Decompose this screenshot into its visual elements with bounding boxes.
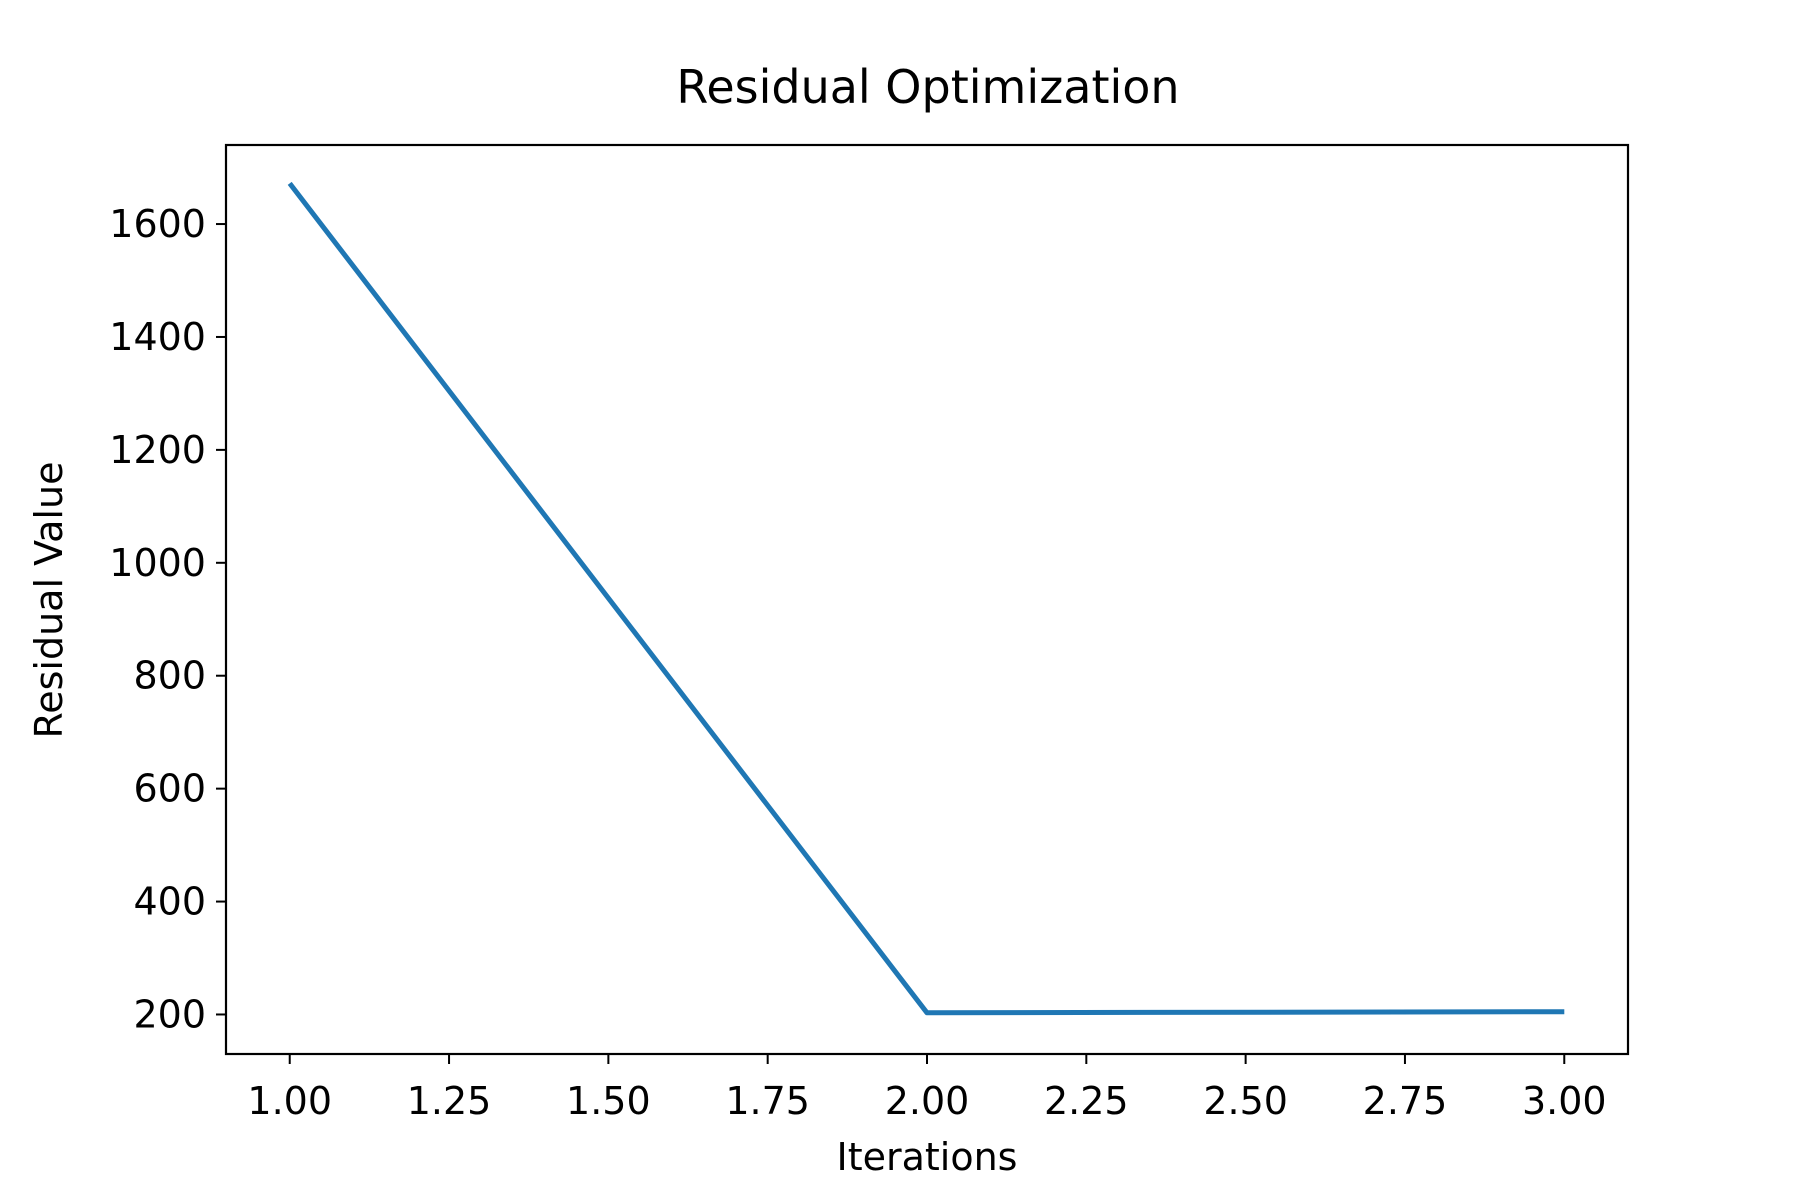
series-layer	[287, 181, 1565, 1016]
x-tick-label: 2.25	[1044, 1079, 1129, 1123]
y-tick-label: 600	[133, 767, 206, 811]
y-tick-label: 1000	[109, 541, 206, 585]
y-tick-label: 1400	[109, 315, 206, 359]
y-axis: 200 400 600 800 1000 1200 1400 1600	[109, 202, 226, 1036]
x-axis: 1.00 1.25 1.50 1.75 2.00 2.25 2.50 2.75 3.00	[247, 1054, 1607, 1123]
plot-frame	[224, 143, 1630, 1056]
x-tick-label: 1.50	[566, 1079, 651, 1123]
y-tick-label: 1600	[109, 202, 206, 246]
x-tick-label: 2.00	[885, 1079, 970, 1123]
y-tick-label: 800	[133, 654, 206, 698]
x-tick-label: 1.25	[407, 1079, 492, 1123]
x-axis-title: Iterations	[837, 1135, 1018, 1179]
x-tick-label: 3.00	[1522, 1079, 1607, 1123]
y-tick-label: 200	[133, 992, 206, 1036]
x-tick-label: 1.75	[725, 1079, 810, 1123]
y-axis-title: Residual Value	[27, 462, 71, 739]
chart-title: Residual Optimization	[676, 60, 1179, 114]
y-tick-label: 400	[133, 880, 206, 924]
series-line	[287, 181, 1565, 1016]
x-tick-label: 2.75	[1363, 1079, 1448, 1123]
x-tick-label: 1.00	[247, 1079, 332, 1123]
y-tick-label: 1200	[109, 428, 206, 472]
x-tick-label: 2.50	[1203, 1079, 1288, 1123]
